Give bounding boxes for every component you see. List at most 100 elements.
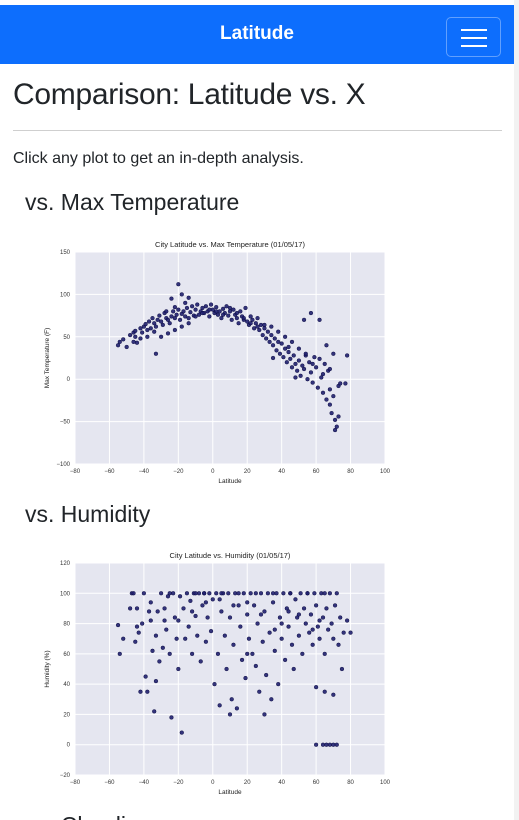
scatter-point [219,316,224,321]
scatter-point [265,329,270,334]
scatter-point [260,333,265,338]
scatter-point [276,682,281,687]
scatter-point [291,666,296,672]
x-tick-label: −20 [173,780,184,786]
scatter-point [310,361,315,367]
navbar-toggle-button[interactable] [446,17,501,57]
scatter-point [219,609,224,614]
scatter-point [196,591,202,596]
scatter-point [246,636,252,641]
scatter-point [279,636,284,641]
scatter-point [221,306,226,311]
x-tick-label: 0 [211,469,215,475]
scatter-point [231,603,236,608]
scatter-point [233,591,238,596]
y-tick-label: 150 [60,250,71,256]
navbar-brand[interactable]: Latitude [220,23,294,44]
scatter-point [262,712,267,717]
scatter-point [317,636,322,641]
scatter-point [188,598,193,603]
scatter-point [262,609,267,614]
scatter-point [319,591,324,596]
y-tick-label: −50 [60,420,71,426]
x-tick-label: −80 [70,780,81,786]
scatter-point [307,360,312,365]
section-heading-humidity: vs. Humidity [25,501,151,527]
scatter-point [222,633,227,638]
x-tick-label: −20 [173,469,184,475]
scrollbar-track[interactable] [514,0,519,820]
scatter-point [115,343,121,348]
x-tick-label: −40 [139,469,150,475]
scatter-point [334,742,339,747]
chart-title: City Latitude vs. Humidity (01/05/17) [170,551,291,560]
scatter-point [272,336,277,341]
scatter-point [289,365,295,370]
scatter-point [324,606,329,611]
scatter-point [143,321,148,327]
scatter-point [133,639,138,644]
scatter-point [167,321,172,326]
scatter-point [310,380,315,385]
scatter-point [214,591,219,596]
scatter-point [157,313,162,318]
scatter-point [248,591,253,596]
scatter-point [165,317,171,322]
scatter-point [196,312,202,317]
scatter-point [207,591,212,596]
max-temperature-plot[interactable]: City Latitude vs. Max Temperature (01/05… [38,237,398,489]
scatter-point [269,324,274,329]
scatter-point [258,322,264,328]
scatter-point [300,651,305,656]
scatter-point [279,621,284,626]
scatter-point [293,361,298,367]
x-tick-label: 100 [380,780,391,786]
scatter-point [314,603,319,608]
scatter-point [303,351,308,356]
scatter-point [258,591,264,596]
scatter-point [300,363,305,368]
scatter-point [117,651,122,656]
scatter-point [150,648,155,653]
hamburger-icon [461,45,487,47]
scatter-point [143,674,148,679]
scatter-point [289,642,295,647]
scatter-point [141,591,146,596]
scatter-point [296,633,301,638]
humidity-plot[interactable]: City Latitude vs. Humidity (01/05/17) −80… [38,548,398,800]
scatter-point [334,424,339,429]
scatter-point [169,314,174,319]
scatter-point [217,703,222,708]
scatter-point [277,351,283,356]
x-tick-label: −60 [104,780,115,786]
scatter-point [308,370,314,375]
scatter-point [133,334,138,339]
scatter-point [200,310,205,316]
plot-area [75,252,385,464]
scatter-point [331,742,336,747]
scatter-point [267,630,272,635]
scatter-point [160,645,165,650]
scatter-point [284,360,289,365]
scatter-point [153,633,159,638]
scatter-point [327,591,332,596]
scatter-point [203,304,208,309]
scatter-point [124,344,129,350]
scatter-point [331,351,336,356]
scatter-point [336,414,341,419]
scatter-point [152,329,157,334]
scatter-point [162,606,167,611]
scatter-point [198,659,203,664]
scatter-point [136,630,141,635]
scatter-point [257,689,262,694]
scatter-point [255,324,260,329]
x-tick-label: 80 [347,469,354,475]
y-tick-label: 0 [67,377,71,383]
scatter-point [184,591,190,596]
scatter-point [301,366,307,372]
scatter-point [322,651,327,656]
scatter-point [296,346,301,351]
scatter-point [334,591,339,596]
scatter-point [238,624,243,629]
scatter-point [121,337,126,342]
